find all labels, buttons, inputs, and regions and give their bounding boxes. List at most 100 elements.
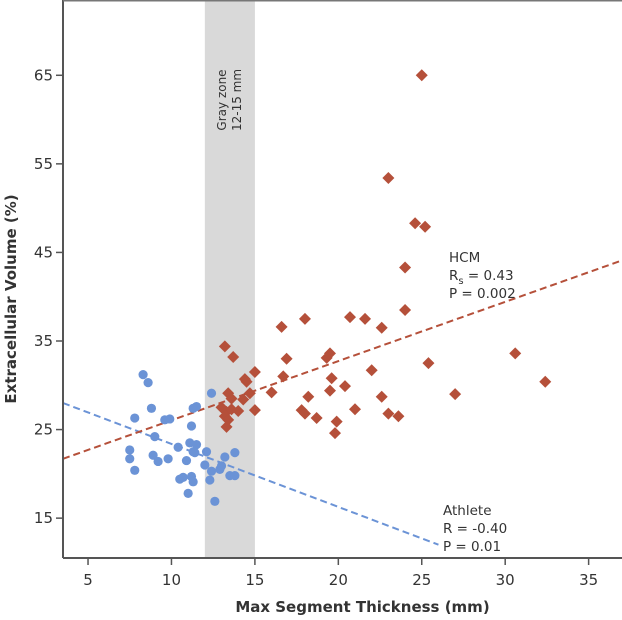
hcm-point <box>218 340 231 353</box>
hcm-annotation-p: P = 0.002 <box>449 286 516 302</box>
athlete-point <box>201 447 212 457</box>
hcm-point <box>409 217 422 230</box>
x-tick-label: 5 <box>83 571 93 589</box>
athlete-point <box>191 440 202 450</box>
hcm-point <box>365 364 378 377</box>
athlete-point <box>125 445 135 455</box>
y-tick-label: 45 <box>34 243 53 261</box>
athlete-trendline <box>62 402 439 546</box>
athlete-annotation-p: P = 0.01 <box>443 539 501 555</box>
athlete-point <box>200 460 210 470</box>
hcm-annotation-r: Rs = 0.43 <box>449 268 514 287</box>
hcm-point <box>349 403 362 416</box>
hcm-point <box>392 410 405 423</box>
athlete-point <box>148 450 158 460</box>
athlete-point <box>130 465 140 475</box>
athlete-point <box>205 475 215 485</box>
hcm-point <box>277 370 290 383</box>
x-tick-label: 15 <box>245 571 264 589</box>
hcm-annotation: HCM Rs = 0.43 P = 0.002 <box>449 250 516 302</box>
athlete-annotation: Athlete R = -0.40 P = 0.01 <box>443 503 507 555</box>
hcm-point <box>248 366 261 378</box>
y-axis-title: Extracellular Volume (%) <box>2 194 20 403</box>
athlete-point <box>173 442 183 452</box>
hcm-point <box>275 320 288 333</box>
athlete-point <box>183 488 193 498</box>
hcm-point <box>399 261 412 274</box>
athlete-point <box>178 472 188 482</box>
athlete-annotation-r: R = -0.40 <box>443 521 507 537</box>
hcm-point <box>375 390 388 403</box>
hcm-point <box>298 312 311 325</box>
athlete-point <box>190 448 200 458</box>
hcm-point <box>419 220 432 233</box>
hcm-point <box>220 420 233 433</box>
hcm-point <box>375 321 388 334</box>
athlete-point <box>206 466 217 476</box>
y-tick-label: 35 <box>34 332 53 350</box>
hcm-r-subscript: s <box>458 276 463 287</box>
hcm-point <box>237 393 250 406</box>
hcm-r-main: R <box>449 268 458 284</box>
hcm-annotation-name: HCM <box>449 250 480 266</box>
athlete-point <box>138 370 148 380</box>
athlete-point <box>230 448 240 458</box>
hcm-trendline <box>62 259 622 460</box>
hcm-point <box>328 427 341 440</box>
x-tick-label: 35 <box>579 571 598 589</box>
athlete-annotation-name: Athlete <box>443 503 492 519</box>
athlete-point <box>181 455 192 466</box>
y-tick-label: 55 <box>34 155 53 173</box>
x-tick-label: 30 <box>496 571 515 589</box>
hcm-point <box>232 404 245 417</box>
gray-zone-label: Gray zone 12-15 mm <box>215 69 244 131</box>
y-tick-label: 15 <box>34 509 53 527</box>
hcm-point <box>382 407 395 420</box>
hcm-point <box>243 387 256 400</box>
hcm-point <box>325 372 338 385</box>
hcm-point <box>339 380 352 393</box>
hcm-point <box>280 352 293 365</box>
athlete-point <box>153 456 163 467</box>
athlete-point <box>210 496 220 506</box>
hcm-point <box>344 311 357 324</box>
hcm-point <box>265 386 278 399</box>
hcm-point <box>302 390 315 403</box>
athlete-point <box>191 401 202 412</box>
athlete-point <box>220 452 230 462</box>
y-tick-label: 65 <box>34 66 53 84</box>
hcm-point <box>330 415 343 428</box>
hcm-point <box>320 351 333 364</box>
hcm-point <box>225 392 238 405</box>
athlete-point <box>150 432 160 442</box>
athlete-point <box>206 388 217 398</box>
hcm-point <box>415 69 428 82</box>
hcm-point <box>539 375 552 388</box>
hcm-point <box>399 304 412 316</box>
athlete-point <box>143 378 153 388</box>
hcm-point <box>449 388 462 401</box>
x-tick-label: 25 <box>412 571 431 589</box>
athlete-point <box>230 471 240 481</box>
athlete-point <box>130 413 140 423</box>
hcm-point <box>240 375 253 388</box>
athlete-point <box>146 403 157 413</box>
x-tick-label: 20 <box>329 571 348 589</box>
hcm-point <box>382 172 395 185</box>
x-tick-label: 10 <box>162 571 181 589</box>
athlete-point <box>165 414 175 424</box>
athlete-point <box>125 454 135 464</box>
gray-zone-label-line1: Gray zone <box>215 69 229 130</box>
y-tick-label: 25 <box>34 421 53 439</box>
hcm-r-value: = 0.43 <box>464 268 514 284</box>
hcm-point <box>298 407 311 420</box>
hcm-point <box>422 357 435 370</box>
hcm-point <box>359 312 372 325</box>
hcm-point <box>509 347 522 360</box>
hcm-point <box>310 412 323 425</box>
athlete-point <box>186 421 197 431</box>
x-axis-title: Max Segment Thickness (mm) <box>235 598 489 616</box>
athlete-point <box>163 454 173 464</box>
hcm-point <box>323 384 336 397</box>
